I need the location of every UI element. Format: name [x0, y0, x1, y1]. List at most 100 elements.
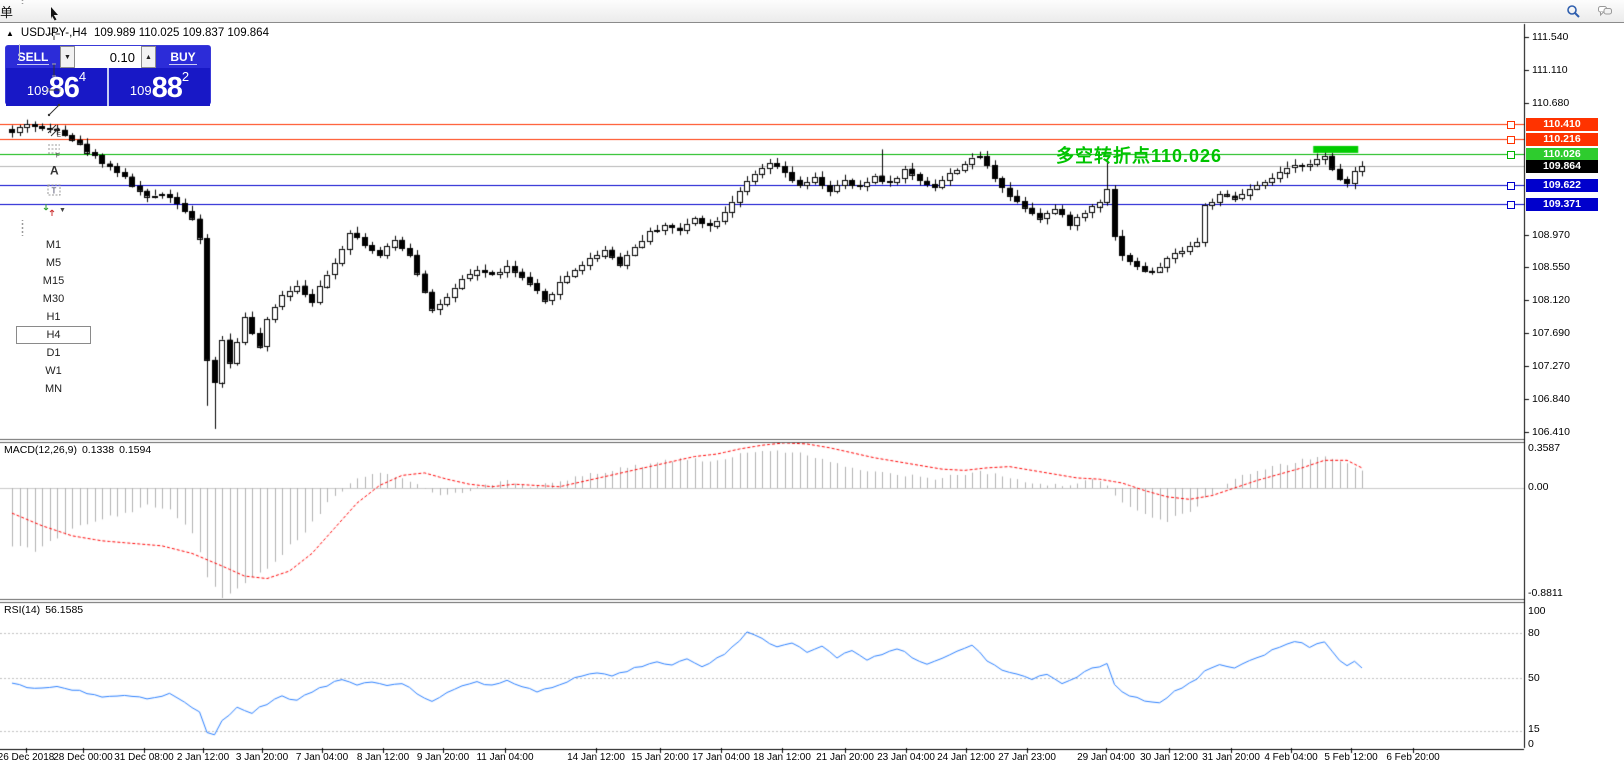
- text-icon: A: [50, 164, 59, 178]
- vline-icon: [51, 63, 56, 77]
- chart-window: ▲ USDJPY-,H4 109.989 110.025 109.837 109…: [0, 23, 1624, 768]
- rsi-axis-label: 80: [1528, 627, 1540, 639]
- text-button[interactable]: A: [16, 160, 91, 180]
- price-axis-tick: 107.270: [1532, 359, 1570, 372]
- svg-text:T: T: [51, 187, 56, 196]
- price-level-badge[interactable]: 109.622: [1526, 178, 1598, 192]
- time-axis-label: 17 Jan 04:00: [692, 752, 750, 763]
- timeframe-d1-button[interactable]: D1: [46, 347, 61, 359]
- time-axis-label: 7 Jan 04:00: [295, 752, 349, 763]
- price-axis-tick: 106.840: [1532, 392, 1570, 405]
- time-axis-label: 30 Jan 12:00: [1140, 752, 1198, 763]
- timeframe-m5-button[interactable]: M5: [45, 257, 62, 269]
- channel-icon: E: [47, 124, 61, 138]
- macd-axis-label: 0.3587: [1528, 442, 1561, 454]
- timeframe-m1-button[interactable]: M1: [45, 239, 62, 251]
- pivot-annotation-text: 多空转折点110.026: [1056, 146, 1223, 166]
- time-axis-label: 27 Jan 23:00: [998, 752, 1056, 763]
- price-axis-tick: 110.680: [1532, 97, 1570, 110]
- price-level-badge[interactable]: 110.216: [1526, 132, 1598, 146]
- sell-price-display[interactable]: 109 86 4: [6, 68, 109, 106]
- time-axis-label: 15 Jan 20:00: [631, 752, 689, 763]
- collapse-arrow-icon[interactable]: ▲: [6, 29, 14, 38]
- volume-input[interactable]: [75, 46, 141, 68]
- hline-button[interactable]: [16, 80, 91, 100]
- time-axis-label: 21 Jan 20:00: [816, 752, 874, 763]
- time-axis-label: 2 Jan 12:00: [176, 752, 230, 763]
- time-axis-label: 23 Jan 04:00: [877, 752, 935, 763]
- current-price-badge: 109.864: [1526, 160, 1598, 174]
- search-button[interactable]: [1562, 1, 1584, 21]
- time-axis-label: 14 Jan 12:00: [567, 752, 625, 763]
- time-axis-label: 31 Dec 08:00: [114, 752, 174, 763]
- chevron-down-icon[interactable]: ▼: [59, 206, 66, 214]
- svg-text:A: A: [50, 164, 59, 178]
- level-line-handle[interactable]: [1507, 150, 1515, 159]
- price-axis-tick: 106.410: [1532, 426, 1570, 438]
- toolbar-separator: [19, 44, 20, 60]
- timeframe-m15-button[interactable]: M15: [42, 275, 65, 287]
- vline-button[interactable]: [16, 60, 91, 80]
- symbol-period-label: USDJPY-,H4: [20, 27, 87, 39]
- level-line-handle[interactable]: [1507, 135, 1515, 144]
- svg-text:E: E: [57, 133, 61, 138]
- volume-increase-button[interactable]: ▲: [141, 46, 156, 68]
- timeframe-mn-button[interactable]: MN: [44, 383, 63, 395]
- volume-decrease-button[interactable]: ▼: [60, 46, 75, 68]
- channel-button[interactable]: E: [16, 120, 91, 140]
- new-order-button[interactable]: 单: [0, 4, 14, 20]
- timeframe-m30-button[interactable]: M30: [42, 293, 65, 305]
- hline-icon: [47, 88, 60, 92]
- time-axis-label: 3 Jan 20:00: [235, 752, 289, 763]
- rsi-axis-label: 50: [1528, 672, 1540, 684]
- buy-price-display[interactable]: 109 88 2: [109, 68, 210, 106]
- time-axis-label: 6 Feb 20:00: [1386, 752, 1440, 763]
- price-axis-tick: 108.970: [1532, 228, 1570, 241]
- one-click-trading-panel: SELL ▼ ▲ BUY 109 86 4 109 88 2: [5, 45, 211, 106]
- chat-button[interactable]: [1594, 1, 1616, 21]
- trendline-button[interactable]: [16, 100, 91, 120]
- svg-text:F: F: [56, 154, 60, 159]
- timeframe-h4-button[interactable]: H4: [16, 326, 92, 344]
- search-icon: [1567, 5, 1580, 18]
- chat-icon: [1598, 6, 1612, 17]
- price-level-badge[interactable]: 110.026: [1526, 147, 1598, 161]
- level-line-handle[interactable]: [1507, 121, 1515, 129]
- price-axis-tick: 108.550: [1532, 261, 1570, 274]
- buy-button[interactable]: BUY: [156, 46, 210, 68]
- time-axis-label: 8 Jan 12:00: [356, 752, 410, 763]
- macd-axis-label: -0.8811: [1528, 587, 1563, 599]
- rsi-label: RSI(14) 56.1585: [4, 604, 84, 616]
- macd-label: MACD(12,26,9) 0.1338 0.1594: [4, 444, 152, 456]
- toolbar-drag-handle[interactable]: [20, 220, 25, 236]
- level-line-handle[interactable]: [1507, 201, 1515, 209]
- time-axis-label: 9 Jan 20:00: [416, 752, 470, 763]
- price-axis-tick: 108.120: [1532, 294, 1570, 307]
- time-axis-label: 18 Jan 12:00: [753, 752, 811, 763]
- ohlc-values: 109.989 110.025 109.837 109.864: [93, 27, 269, 39]
- time-axis-label: 26 Dec 2018: [0, 752, 55, 763]
- crosshair-button[interactable]: [16, 24, 91, 44]
- toolbar-drag-handle[interactable]: [20, 0, 25, 4]
- text-label-button[interactable]: T: [16, 180, 91, 200]
- time-axis-label: 24 Jan 12:00: [937, 752, 995, 763]
- time-axis-label: 4 Feb 04:00: [1264, 752, 1318, 763]
- arrows-button[interactable]: ▼: [16, 200, 91, 220]
- chart-canvas[interactable]: [0, 23, 1624, 768]
- time-axis-label: 29 Jan 04:00: [1077, 752, 1135, 763]
- cursor-button[interactable]: [16, 4, 91, 24]
- timeframe-h1-button[interactable]: H1: [46, 311, 61, 323]
- rsi-axis-label: 100: [1528, 605, 1546, 617]
- price-level-badge[interactable]: 110.410: [1526, 118, 1598, 131]
- cursor-icon: [50, 7, 58, 21]
- level-line-handle[interactable]: [1507, 181, 1515, 190]
- crosshair-icon: [47, 28, 60, 40]
- timeframe-w1-button[interactable]: W1: [45, 365, 62, 377]
- fibonacci-button[interactable]: F: [16, 140, 91, 160]
- macd-axis-label: 0.00: [1528, 481, 1549, 493]
- price-axis-tick: 107.690: [1532, 327, 1570, 340]
- trendline-icon: [47, 103, 60, 117]
- price-level-badge[interactable]: 109.371: [1526, 198, 1598, 211]
- chart-title: ▲ USDJPY-,H4 109.989 110.025 109.837 109…: [6, 27, 269, 39]
